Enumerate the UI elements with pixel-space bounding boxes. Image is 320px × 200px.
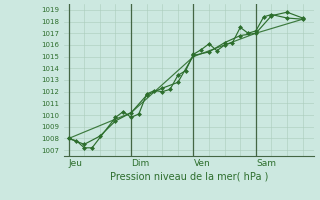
X-axis label: Pression niveau de la mer( hPa ): Pression niveau de la mer( hPa ) <box>110 172 268 182</box>
